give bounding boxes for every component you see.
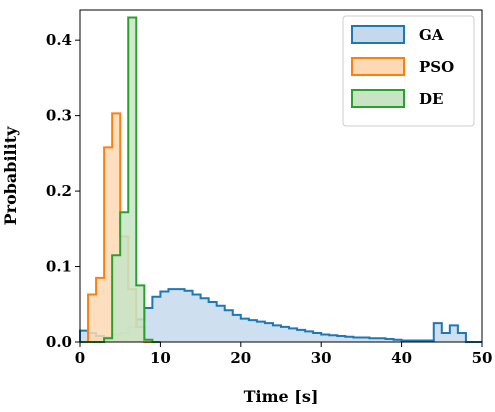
y-tick-label: 0.0	[46, 333, 72, 351]
y-ticks: 0.0 0.1 0.2 0.3 0.4	[46, 31, 80, 351]
x-tick-label: 10	[150, 349, 171, 367]
x-tick-label: 20	[230, 349, 251, 367]
series-layer	[79, 16, 482, 343]
x-axis-label: Time [s]	[244, 387, 319, 406]
y-tick-label: 0.2	[46, 182, 72, 200]
legend-label-pso: PSO	[419, 58, 454, 76]
x-ticks: 0 10 20 30 40 50	[75, 342, 493, 367]
x-tick-label: 30	[311, 349, 332, 367]
legend-swatch-ga	[351, 25, 405, 44]
y-axis-label: Probability	[1, 126, 20, 226]
legend-swatch-de	[351, 89, 405, 108]
legend: GA PSO DE	[342, 15, 475, 127]
legend-label-de: DE	[419, 90, 443, 108]
y-tick-label: 0.1	[46, 258, 72, 276]
x-tick-label: 40	[391, 349, 412, 367]
x-tick-label: 0	[75, 349, 85, 367]
legend-swatch-pso	[351, 57, 405, 76]
legend-label-ga: GA	[419, 26, 444, 44]
plot-frame	[79, 9, 483, 343]
series-ga-fill	[80, 289, 482, 342]
y-tick-label: 0.3	[46, 107, 72, 125]
series-de-fill	[80, 17, 161, 343]
y-tick-label: 0.4	[46, 31, 72, 49]
x-tick-label: 50	[472, 349, 493, 367]
axes	[79, 9, 483, 343]
